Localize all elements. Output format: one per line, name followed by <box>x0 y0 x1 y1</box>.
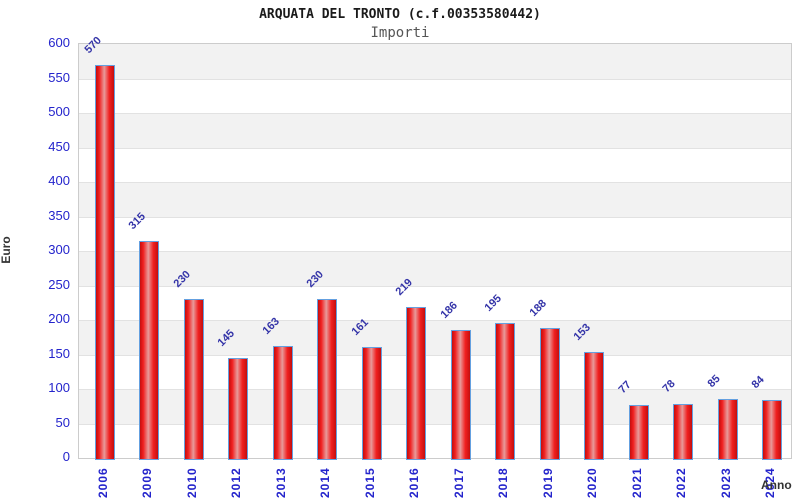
bar-2021 <box>628 404 649 460</box>
background-band <box>79 216 791 251</box>
bar-2014 <box>317 299 338 460</box>
background-band <box>79 78 791 113</box>
x-tick-label: 2017 <box>451 467 466 498</box>
gridline <box>79 113 791 114</box>
y-tick-label: 150 <box>48 345 70 361</box>
bar-2012 <box>228 357 249 460</box>
bar-2010 <box>183 299 204 460</box>
x-tick-label: 2015 <box>362 467 377 498</box>
y-tick-label: 400 <box>48 173 70 188</box>
y-tick-label: 500 <box>48 104 70 119</box>
gridline <box>79 354 791 356</box>
background-band <box>79 113 791 148</box>
x-tick-label: 2019 <box>540 467 555 498</box>
background-band <box>79 182 791 217</box>
gridline <box>79 251 791 252</box>
y-axis-title: Euro <box>0 236 13 264</box>
x-tick-label: 2009 <box>140 467 155 498</box>
y-tick-label: 0 <box>62 449 70 464</box>
gridline <box>79 78 791 80</box>
y-tick-label: 200 <box>48 311 70 326</box>
gridline <box>79 320 791 321</box>
bar-2018 <box>495 323 516 460</box>
y-tick-label: 250 <box>48 276 70 292</box>
x-tick-label: 2020 <box>585 467 600 498</box>
x-axis-title: Anno <box>761 478 792 492</box>
background-band <box>79 147 791 182</box>
gridline <box>79 389 791 390</box>
y-tick-label: 450 <box>48 138 70 154</box>
y-tick-label: 600 <box>48 35 70 50</box>
plot-area <box>78 43 792 460</box>
x-tick-label: 2012 <box>229 467 244 498</box>
gridline <box>79 285 791 287</box>
bar-2009 <box>139 240 160 460</box>
gridline <box>79 216 791 218</box>
bar-2006 <box>94 64 115 460</box>
gridline <box>79 182 791 183</box>
x-tick-label: 2006 <box>95 467 110 498</box>
bar-2015 <box>361 346 382 460</box>
x-tick-label: 2013 <box>273 467 288 498</box>
x-tick-label: 2018 <box>496 467 511 498</box>
bar-2020 <box>584 352 605 460</box>
gridline <box>79 423 791 425</box>
y-tick-label: 100 <box>48 380 70 395</box>
bar-2016 <box>406 306 427 460</box>
bar-2013 <box>272 345 293 460</box>
y-tick-label: 300 <box>48 242 70 257</box>
x-tick-label: 2010 <box>184 467 199 498</box>
gridline <box>79 147 791 149</box>
x-tick-label: 2023 <box>718 467 733 498</box>
bar-2017 <box>450 329 471 460</box>
x-tick-label: 2014 <box>318 467 333 498</box>
background-band <box>79 44 791 79</box>
chart-subtitle: Importi <box>370 25 430 41</box>
x-tick-label: 2016 <box>407 467 422 498</box>
bar-2022 <box>673 404 694 460</box>
y-tick-label: 50 <box>55 414 70 430</box>
background-band <box>79 251 791 286</box>
bar-2024 <box>762 400 783 460</box>
x-tick-label: 2022 <box>674 467 689 498</box>
chart-title: ARQUATA DEL TRONTO (c.f.00353580442) <box>259 7 541 22</box>
y-tick-label: 350 <box>48 207 70 223</box>
bar-2023 <box>717 399 738 460</box>
bar-2019 <box>539 328 560 460</box>
x-tick-label: 2021 <box>629 467 644 498</box>
y-tick-label: 550 <box>48 69 70 85</box>
